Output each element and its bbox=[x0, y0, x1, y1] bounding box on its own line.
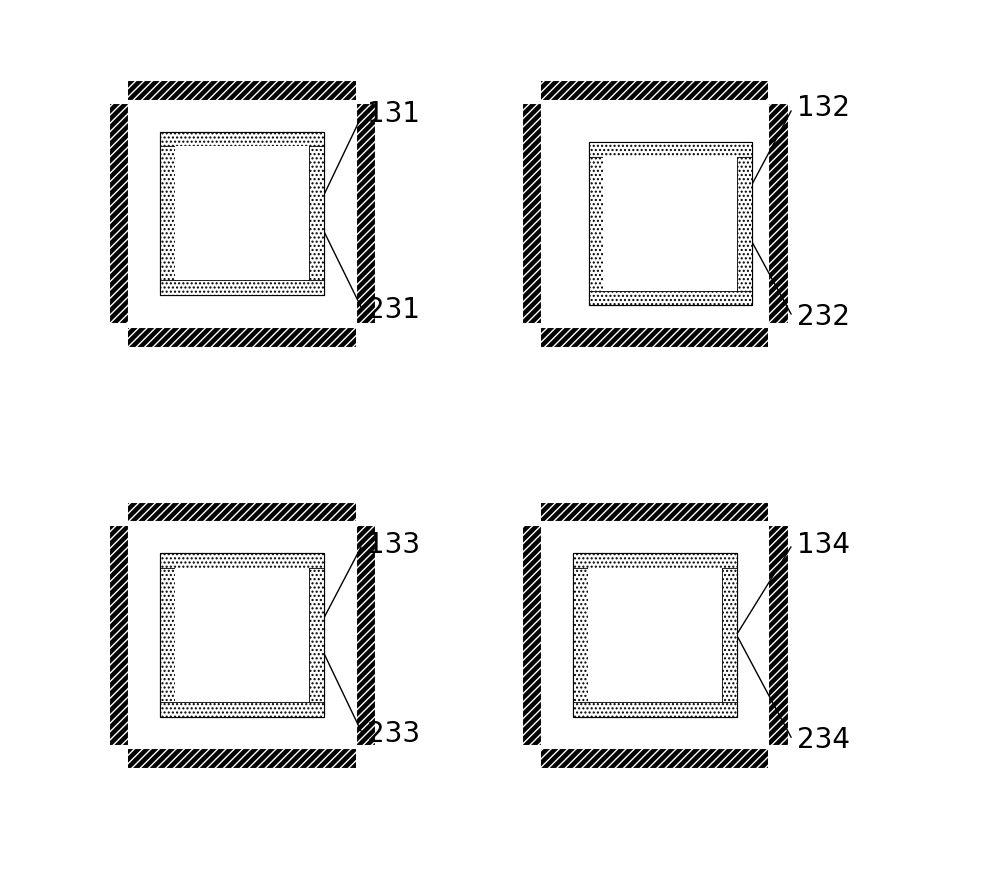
Bar bbox=[589, 291, 752, 305]
Bar bbox=[109, 103, 128, 323]
Bar bbox=[541, 521, 768, 748]
Bar bbox=[356, 748, 375, 768]
Bar bbox=[603, 156, 737, 291]
Bar bbox=[522, 748, 541, 768]
Bar bbox=[160, 553, 324, 717]
Bar bbox=[109, 327, 375, 347]
Bar bbox=[160, 702, 324, 717]
Bar bbox=[573, 568, 588, 702]
Bar bbox=[160, 702, 324, 717]
Bar bbox=[309, 146, 324, 281]
Bar bbox=[522, 502, 541, 521]
Bar bbox=[589, 291, 752, 305]
Bar bbox=[522, 80, 788, 100]
Bar bbox=[541, 100, 768, 327]
Bar bbox=[309, 568, 324, 702]
Bar bbox=[309, 568, 324, 702]
Bar bbox=[522, 327, 541, 347]
Bar bbox=[573, 553, 737, 568]
Bar bbox=[160, 132, 324, 295]
Bar bbox=[160, 132, 324, 146]
Bar bbox=[522, 80, 541, 100]
Bar bbox=[160, 568, 175, 702]
Text: 132: 132 bbox=[797, 94, 850, 122]
Bar bbox=[522, 327, 788, 347]
Bar bbox=[589, 142, 752, 156]
Text: 234: 234 bbox=[797, 725, 850, 753]
Bar bbox=[737, 156, 752, 291]
Bar bbox=[589, 156, 603, 291]
Bar bbox=[128, 521, 356, 748]
Bar bbox=[522, 103, 541, 323]
Bar bbox=[722, 568, 737, 702]
Bar bbox=[109, 502, 128, 521]
Bar bbox=[522, 524, 541, 745]
Bar bbox=[160, 146, 175, 281]
Bar bbox=[128, 100, 356, 327]
Bar bbox=[573, 553, 737, 717]
Bar bbox=[356, 502, 375, 521]
Bar bbox=[109, 80, 375, 100]
Bar bbox=[160, 146, 175, 281]
Bar bbox=[356, 524, 375, 745]
Bar bbox=[768, 103, 788, 323]
Bar bbox=[588, 568, 722, 702]
Bar bbox=[589, 156, 603, 291]
Bar bbox=[160, 281, 324, 295]
Bar bbox=[160, 553, 324, 568]
Bar bbox=[589, 142, 752, 305]
Bar bbox=[309, 146, 324, 281]
Bar bbox=[109, 748, 128, 768]
Bar bbox=[175, 146, 309, 281]
Bar bbox=[768, 748, 788, 768]
Bar bbox=[356, 80, 375, 100]
Text: 232: 232 bbox=[797, 302, 850, 330]
Bar bbox=[522, 502, 788, 521]
Bar bbox=[737, 156, 752, 291]
Bar bbox=[356, 327, 375, 347]
Bar bbox=[768, 502, 788, 521]
Bar bbox=[109, 80, 128, 100]
Bar bbox=[160, 281, 324, 295]
Bar bbox=[573, 702, 737, 717]
Bar bbox=[356, 103, 375, 323]
Bar bbox=[768, 80, 788, 100]
Bar bbox=[768, 327, 788, 347]
Bar bbox=[109, 502, 375, 521]
Bar bbox=[160, 553, 324, 568]
Text: 133: 133 bbox=[367, 531, 420, 558]
Bar bbox=[573, 568, 588, 702]
Text: 131: 131 bbox=[367, 101, 420, 128]
Bar bbox=[109, 748, 375, 768]
Bar bbox=[109, 524, 128, 745]
Bar bbox=[160, 568, 175, 702]
Text: 134: 134 bbox=[797, 531, 850, 558]
Text: 231: 231 bbox=[367, 295, 420, 323]
Bar bbox=[768, 524, 788, 745]
Bar bbox=[589, 142, 752, 156]
Bar bbox=[573, 702, 737, 717]
Bar bbox=[522, 748, 788, 768]
Bar bbox=[573, 553, 737, 568]
Bar bbox=[109, 327, 128, 347]
Bar bbox=[160, 132, 324, 146]
Text: 233: 233 bbox=[367, 719, 420, 748]
Bar bbox=[175, 568, 309, 702]
Bar bbox=[722, 568, 737, 702]
